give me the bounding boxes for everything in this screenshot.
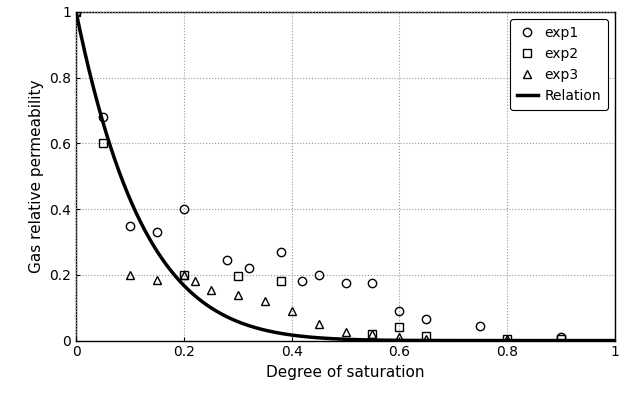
Legend: exp1, exp2, exp3, Relation: exp1, exp2, exp3, Relation [510, 19, 608, 110]
X-axis label: Degree of saturation: Degree of saturation [266, 365, 425, 380]
Y-axis label: Gas relative permeability: Gas relative permeability [29, 80, 44, 273]
